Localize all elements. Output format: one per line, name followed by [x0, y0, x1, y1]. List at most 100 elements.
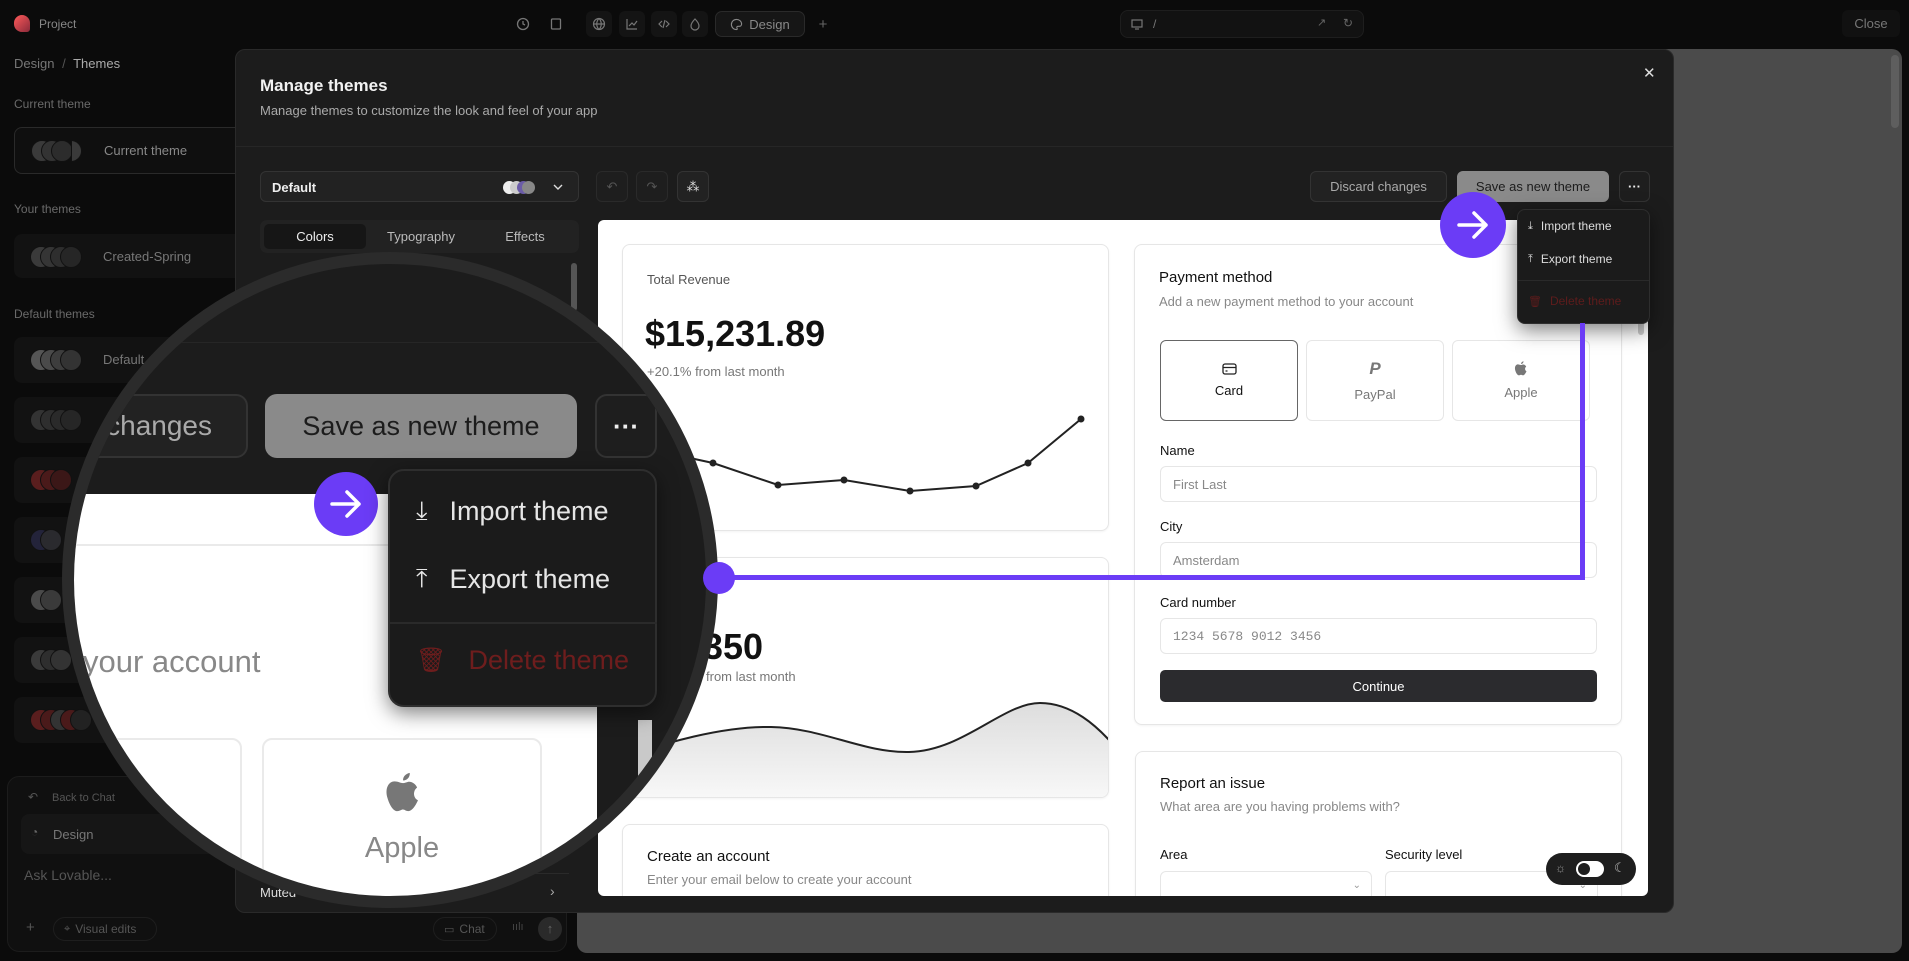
area-label: Area	[1160, 847, 1188, 862]
theme-swatches	[30, 246, 110, 268]
toggle-switch[interactable]	[1576, 861, 1604, 877]
total-revenue-card: Total Revenue $15,231.89 +20.1% from las…	[622, 244, 1109, 531]
breadcrumb-parent[interactable]: Design	[14, 56, 55, 71]
chart-point	[709, 459, 717, 467]
design-tab-label: Design	[749, 16, 790, 32]
callout-connector-dot	[703, 562, 735, 594]
theme-swatches	[30, 529, 110, 551]
monitor-icon	[1131, 19, 1143, 30]
zoomed-save-button: Save as new theme	[265, 394, 577, 458]
upload-icon: ⤒	[1528, 252, 1533, 265]
theme-mode-toggle[interactable]: ☼ ☾	[1546, 853, 1636, 885]
tab-typography[interactable]: Typography	[370, 224, 472, 249]
globe-icon[interactable]	[586, 11, 612, 37]
url-bar[interactable]: / ↗ ↻	[1120, 10, 1364, 38]
refresh-icon[interactable]: ↻	[1343, 16, 1354, 30]
current-theme-label: Current theme	[14, 97, 91, 111]
color-list-scrollbar[interactable]	[571, 263, 577, 311]
city-input[interactable]: Amsterdam	[1160, 542, 1597, 578]
chart-icon[interactable]	[619, 11, 645, 37]
tab-label: Colors	[296, 229, 334, 244]
project-name[interactable]: Project	[39, 17, 77, 31]
menu-divider	[390, 622, 657, 624]
revenue-value: $15,231.89	[645, 313, 826, 354]
theme-select[interactable]: Default	[260, 171, 579, 202]
plus-icon[interactable]: +	[818, 15, 828, 33]
menu-item-export-theme[interactable]: ⤒ Export theme	[1528, 252, 1612, 266]
menu-item-import-theme[interactable]: ⤓ Import theme	[1528, 219, 1612, 233]
more-icon: ···	[1628, 179, 1641, 194]
cloud-icon[interactable]	[682, 11, 708, 37]
magic-wand-button[interactable]: ⁂	[677, 171, 709, 202]
chart-point	[906, 487, 914, 495]
payment-option-card[interactable]: Card	[1160, 340, 1298, 421]
menu-item-delete-theme[interactable]: 🗑 Delete theme	[1528, 294, 1621, 308]
visual-edits-button[interactable]: ⌖ Visual edits	[53, 917, 157, 941]
theme-name: Current theme	[104, 143, 188, 158]
close-modal-icon[interactable]: ✕	[1643, 65, 1656, 82]
redo-button[interactable]: ↷	[636, 171, 668, 202]
history-icon[interactable]	[510, 11, 536, 37]
add-icon[interactable]: +	[26, 919, 35, 936]
subscriptions-area-chart	[623, 701, 1108, 797]
theme-swatches	[30, 409, 110, 431]
tab-colors[interactable]: Colors	[264, 224, 366, 249]
tab-bar: Colors Typography Effects	[260, 220, 579, 253]
sidebar-icon[interactable]	[543, 11, 569, 37]
zoomed-scrollbar	[638, 720, 652, 896]
paypal-icon: P	[1369, 359, 1381, 378]
close-button[interactable]: Close	[1842, 10, 1900, 37]
undo-button[interactable]: ↶	[596, 171, 628, 202]
area-select[interactable]: ⌄	[1160, 871, 1372, 896]
card-title: Total Revenue	[647, 272, 731, 287]
payment-option-paypal[interactable]: P PayPal	[1306, 340, 1444, 421]
breadcrumb: Design / Themes	[14, 56, 120, 71]
credit-card-icon	[1221, 363, 1237, 375]
theme-swatches	[30, 349, 110, 371]
card-number-input[interactable]: 1234 5678 9012 3456	[1160, 618, 1597, 654]
security-level-label: Security level	[1385, 847, 1463, 862]
microphone-icon[interactable]: ıılı	[512, 921, 524, 933]
zoomed-options-menu: ⤓ Import theme ⤒ Export theme 🗑 Delete them…	[388, 469, 657, 707]
tab-effects[interactable]: Effects	[474, 224, 576, 249]
zoomed-apple-label: Apple	[364, 832, 440, 864]
name-label: Name	[1160, 443, 1195, 458]
header-divider	[236, 146, 1673, 147]
card-title: Report an issue	[1160, 775, 1266, 792]
theme-swatches	[503, 181, 537, 194]
continue-button[interactable]: Continue	[1160, 670, 1597, 702]
payment-option-label: PayPal	[1354, 387, 1396, 402]
palette-icon: ◔	[31, 825, 39, 839]
arrow-right-icon	[1457, 211, 1488, 239]
card-subtitle: Add a new payment method to your account	[1159, 294, 1414, 309]
external-link-icon[interactable]: ↗	[1317, 17, 1327, 29]
card-title: Payment method	[1159, 269, 1273, 286]
card-subtitle: What area are you having problems with?	[1160, 799, 1400, 814]
design-tab[interactable]: Design	[715, 11, 805, 37]
payment-option-apple[interactable]: Apple	[1452, 340, 1590, 421]
send-button[interactable]: ↑	[538, 917, 562, 941]
chat-button[interactable]: ▭ Chat	[433, 917, 497, 941]
menu-divider	[1518, 280, 1649, 281]
code-icon[interactable]	[651, 11, 677, 37]
discard-changes-button[interactable]: Discard changes	[1310, 171, 1447, 202]
zoomed-divider	[74, 342, 706, 343]
theme-name: Created-Spring	[103, 249, 192, 264]
zoomed-arrow-badge	[314, 472, 378, 536]
save-label: Save as new theme	[1475, 179, 1591, 194]
moon-icon: ☾	[1614, 860, 1626, 875]
name-input[interactable]: First Last	[1160, 466, 1597, 502]
page-scrollbar[interactable]	[1891, 55, 1899, 128]
lovable-logo[interactable]	[14, 15, 30, 32]
current-theme-item[interactable]: Current theme	[14, 127, 244, 174]
theme-swatches	[30, 469, 110, 491]
callout-connector-vertical	[1580, 323, 1585, 580]
city-label: City	[1160, 519, 1183, 534]
menu-item-label: Export theme	[1540, 252, 1613, 266]
theme-preview: Total Revenue $15,231.89 +20.1% from las…	[598, 220, 1648, 896]
theme-swatches	[30, 589, 110, 611]
revenue-line-chart	[652, 415, 1085, 495]
more-options-button[interactable]: ···	[1619, 171, 1650, 202]
theme-item-created-spring[interactable]: Created-Spring	[14, 234, 244, 278]
revenue-change: +20.1% from last month	[647, 364, 785, 379]
